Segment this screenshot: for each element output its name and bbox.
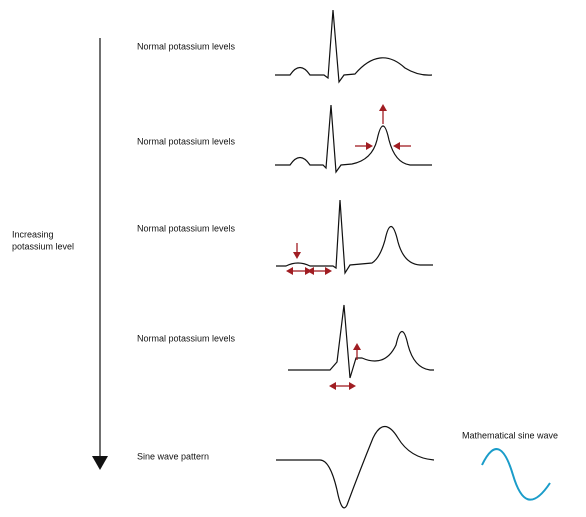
ecg-trace	[288, 304, 434, 379]
row-label: Normal potassium levels	[137, 223, 236, 233]
sine-label: Mathematical sine wave	[462, 430, 558, 440]
row-label: Sine wave pattern	[137, 451, 209, 461]
ecg-trace	[276, 425, 435, 509]
row-label: Normal potassium levels	[137, 333, 236, 343]
sine-wave	[481, 448, 551, 501]
row-label: Normal potassium levels	[137, 136, 236, 146]
side-label: Increasing	[12, 229, 54, 239]
row-label: Normal potassium levels	[137, 41, 236, 51]
ecg-trace	[276, 199, 433, 275]
ecg-trace	[275, 104, 432, 174]
ecg-trace	[275, 9, 433, 84]
change-arrows	[286, 104, 411, 390]
side-label: potassium level	[12, 241, 74, 251]
arrow-head	[92, 456, 108, 470]
